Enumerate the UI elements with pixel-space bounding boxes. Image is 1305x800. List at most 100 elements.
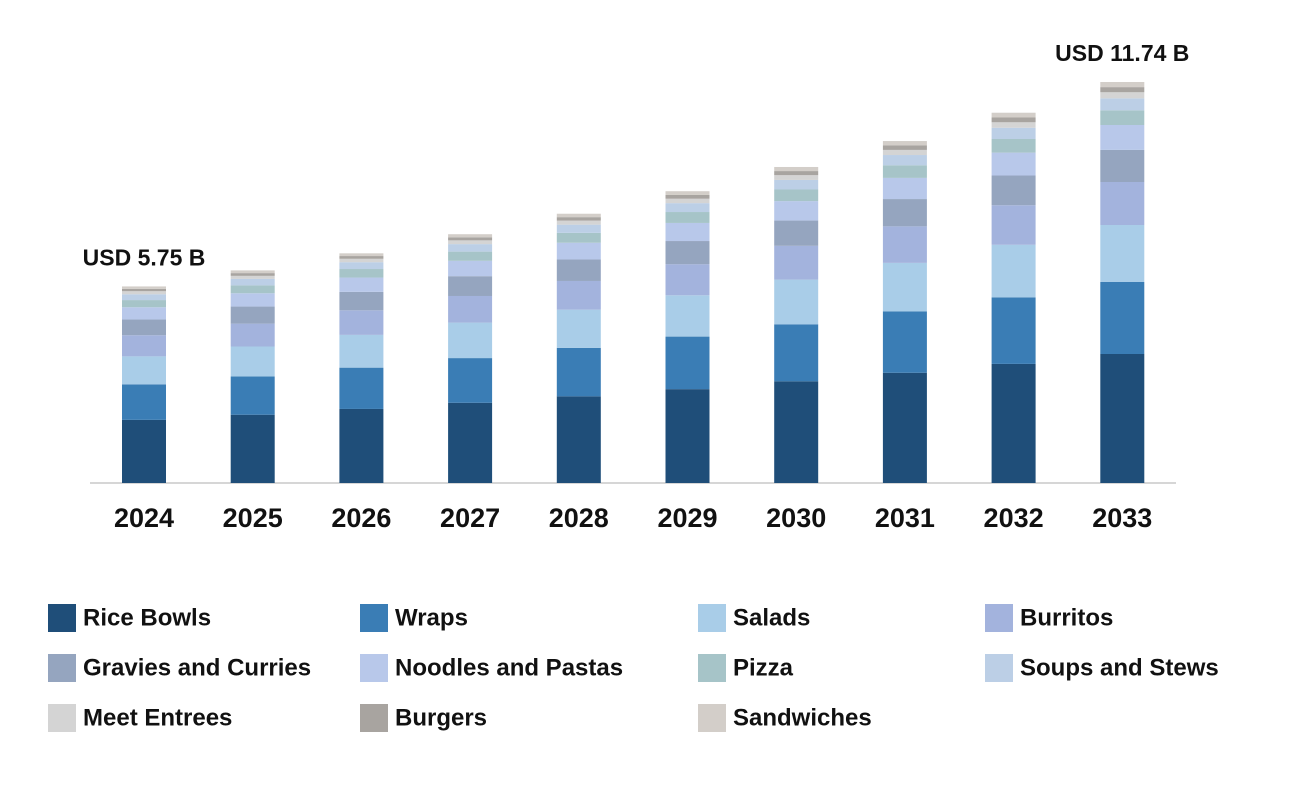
bar-segment (339, 310, 384, 335)
bar-segment (339, 334, 384, 368)
bar-segment (665, 389, 710, 483)
bar-segment (122, 307, 166, 320)
bar-segment (665, 241, 710, 265)
legend-swatch (360, 704, 388, 732)
bar-segment (230, 275, 275, 279)
bar-segment (991, 138, 1036, 153)
bar-segment (1100, 353, 1145, 483)
legend-label: Meet Entrees (83, 704, 232, 731)
bar-segment (122, 319, 166, 336)
x-tick-label: 2028 (549, 503, 609, 533)
x-tick-label: 2031 (875, 503, 935, 533)
bar-segment (448, 276, 493, 296)
x-tick-label: 2030 (766, 503, 826, 533)
x-tick-label: 2025 (223, 503, 283, 533)
bar-segment (774, 324, 819, 382)
legend-swatch (698, 654, 726, 682)
bar-segment (556, 347, 601, 397)
legend-swatch (698, 604, 726, 632)
bar-segment (339, 258, 384, 263)
bar-segment (991, 205, 1036, 245)
bar-segment (774, 201, 819, 221)
bar-segment (230, 273, 275, 276)
bar-segment (1100, 87, 1145, 93)
bar-segment (339, 262, 384, 270)
legend-swatch (360, 604, 388, 632)
bar-segment (882, 372, 927, 483)
bar-segment (230, 323, 275, 347)
bar-segment (448, 240, 493, 245)
bar-segment (774, 245, 819, 280)
bar-segment (230, 376, 275, 415)
bar-segment (448, 244, 493, 252)
bar-segment (339, 277, 384, 292)
bar-segment (774, 189, 819, 202)
legend-label: Salads (733, 604, 810, 631)
bar-segment (556, 220, 601, 225)
bar-segment (448, 234, 493, 238)
legend-label: Burgers (395, 704, 487, 731)
legend-swatch (985, 604, 1013, 632)
bar-segment (556, 396, 601, 483)
bar-segment (665, 295, 710, 337)
bar-segment (1100, 149, 1145, 182)
bar-segment (1100, 125, 1145, 150)
bar-segment (122, 335, 166, 357)
bar-segment (556, 280, 601, 310)
legend-swatch (985, 654, 1013, 682)
x-tick-label: 2033 (1092, 503, 1152, 533)
annotation: USD 5.75 B (83, 245, 206, 271)
bar-segment (230, 306, 275, 324)
bar-segment (448, 237, 493, 241)
legend-label: Pizza (733, 654, 794, 681)
bar-segment (774, 220, 819, 246)
bar-segment (1100, 82, 1145, 88)
bar-segment (339, 269, 384, 278)
bar-segment (882, 141, 927, 146)
bar-segment (448, 358, 493, 403)
bar-segment (774, 381, 819, 483)
bar-segment (665, 212, 710, 223)
bar-segment (1100, 224, 1145, 282)
bar-segment (882, 226, 927, 263)
bar-segment (665, 191, 710, 195)
bar-segment (991, 297, 1036, 364)
bar-segment (991, 127, 1036, 139)
legend-label: Wraps (395, 604, 468, 631)
bar-segment (882, 311, 927, 373)
bar-segment (339, 367, 384, 409)
bar-segment (991, 112, 1036, 118)
bar-segment (339, 256, 384, 259)
legend-label: Noodles and Pastas (395, 654, 623, 681)
bar-segment (339, 291, 384, 311)
bar-segment (665, 194, 710, 199)
legend-label: Gravies and Curries (83, 654, 311, 681)
bar-segment (774, 179, 819, 190)
x-tick-label: 2027 (440, 503, 500, 533)
bar-segment (122, 294, 166, 301)
bar-segment (556, 213, 601, 218)
legend-label: Sandwiches (733, 704, 872, 731)
bar-segment (1100, 281, 1145, 354)
bar-segment (1100, 92, 1145, 99)
annotation: USD 11.74 B (1055, 40, 1189, 66)
bar-segment (448, 251, 493, 261)
bar-segment (122, 291, 166, 295)
x-tick-label: 2032 (984, 503, 1044, 533)
bar-segment (991, 175, 1036, 206)
bar-segment (230, 414, 275, 483)
legend-swatch (48, 604, 76, 632)
bar-segment (882, 145, 927, 150)
x-tick-label: 2024 (114, 503, 174, 533)
bar-segment (882, 199, 927, 227)
bar-segment (774, 175, 819, 180)
bar-segment (448, 402, 493, 483)
bar-segment (339, 253, 384, 257)
bar-segment (122, 288, 166, 292)
bar-segment (774, 166, 819, 172)
bar-segment (122, 300, 166, 308)
bar-segment (991, 152, 1036, 176)
legend-label: Rice Bowls (83, 604, 211, 631)
bar-segment (556, 232, 601, 243)
